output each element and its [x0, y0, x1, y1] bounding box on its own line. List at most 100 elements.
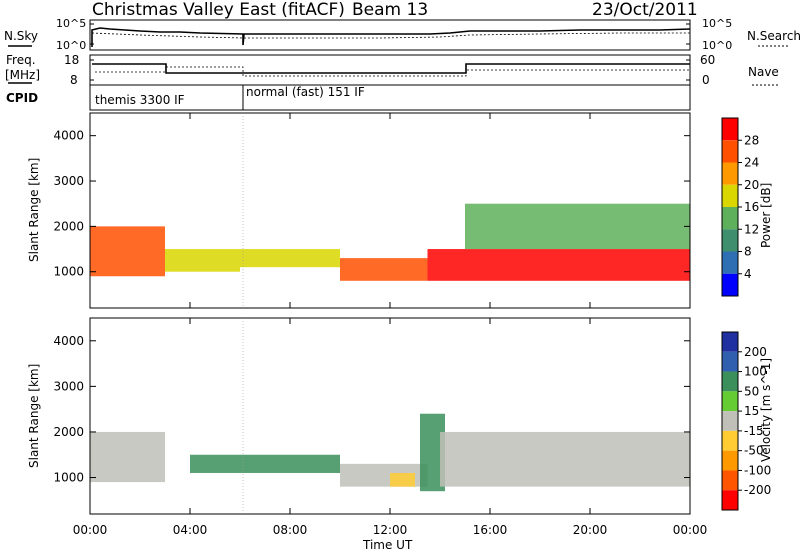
freq-left-tick-bottom: 8	[70, 73, 78, 87]
colorbar-swatch	[722, 229, 738, 252]
velocity-colorbar: 200 100 50 15 -15 -50 -100 -200	[721, 331, 771, 511]
freq-left-tick-top: 18	[64, 53, 79, 67]
power-colorbar-label: Power [dB]	[759, 183, 773, 248]
colorbar-tick-label: 4	[744, 267, 752, 281]
time-xlabel: Time UT	[362, 538, 413, 552]
colorbar-swatch	[722, 371, 738, 392]
y-tick-label: 2000	[53, 219, 84, 233]
noise-search-label: N.Search	[747, 29, 800, 43]
nave-label: Nave	[748, 65, 779, 79]
colorbar-tick-label: 24	[744, 156, 759, 170]
noise-ticks	[90, 23, 690, 45]
colorbar-swatch	[722, 184, 738, 207]
y-tick-label: 3000	[53, 174, 84, 188]
colorbar-swatch	[722, 391, 738, 412]
frequency-panel: 18 8 60 0 Freq. [MHz] Nave	[5, 53, 780, 87]
noise-search-trace	[91, 32, 690, 39]
power-y-axis: 1000 2000 3000 4000	[53, 129, 690, 279]
colorbar-tick-label: 200	[744, 345, 767, 359]
nave-right-tick-top: 60	[700, 53, 715, 67]
x-tick-label: 00:00	[73, 523, 108, 537]
colorbar-swatch	[722, 490, 738, 510]
colorbar-swatch	[722, 140, 738, 163]
colorbar-tick-label: 16	[744, 200, 759, 214]
x-tick-label: 04:00	[173, 523, 208, 537]
x-tick-label: 16:00	[473, 523, 508, 537]
velocity-colorbar-label: Velocity [m s^-1]	[759, 358, 773, 462]
power-echoes	[90, 203, 690, 281]
colorbar-tick-label: 15	[744, 404, 759, 418]
colorbar-tick-label: 12	[744, 222, 759, 236]
cpid-panel: CPID themis 3300 IF normal (fast) 151 IF	[6, 84, 691, 111]
noise-left-tick-top: 10^5	[56, 17, 86, 30]
x-tick-label: 20:00	[573, 523, 608, 537]
x-tick-label: 12:00	[373, 523, 408, 537]
echo-region	[440, 431, 690, 487]
y-tick-label: 4000	[53, 334, 84, 348]
colorbar-tick-label: -15	[744, 424, 764, 438]
echo-region	[240, 249, 340, 268]
colorbar-swatch	[722, 207, 738, 230]
colorbar-tick-label: 100	[744, 365, 767, 379]
cpid-program-2: normal (fast) 151 IF	[246, 85, 365, 99]
colorbar-swatch	[722, 351, 738, 372]
x-tick-label: 00:00	[673, 523, 708, 537]
cpid-program-1: themis 3300 IF	[95, 93, 185, 107]
freq-label-2: [MHz]	[5, 68, 40, 82]
echo-region	[190, 454, 340, 473]
noise-panel: 10^5 10^0 10^5 10^0 N.Sky N.Search	[4, 17, 800, 52]
velocity-colorbar-label-text: Velocity [m s^-1]	[759, 358, 773, 462]
colorbar-swatch	[722, 273, 738, 296]
y-tick-label: 1000	[53, 471, 84, 485]
colorbar-swatch	[722, 470, 738, 491]
noise-right-tick-bottom: 10^0	[702, 39, 732, 52]
freq-label-1: Freq.	[6, 53, 36, 67]
noise-left-tick-bottom: 10^0	[56, 39, 86, 52]
nave-right-tick-bottom: 0	[702, 73, 710, 87]
time-x-axis: 00:00 04:00 08:00 12:00 16:00 20:00 00:00	[73, 113, 708, 537]
power-panel: 1000 2000 3000 4000 Slant Range [km]	[27, 112, 691, 309]
colorbar-swatch	[722, 450, 738, 471]
y-tick-label: 3000	[53, 379, 84, 393]
colorbar-swatch	[722, 430, 738, 451]
colorbar-tick-label: -100	[744, 463, 771, 477]
colorbar-swatch	[722, 332, 738, 352]
colorbar-frame	[721, 331, 739, 511]
velocity-y-axis: 1000 2000 3000 4000	[53, 334, 690, 485]
colorbar-swatch	[722, 251, 738, 274]
colorbar-swatch	[722, 411, 738, 431]
y-tick-label: 4000	[53, 129, 84, 143]
noise-sky-trace	[91, 27, 691, 47]
colorbar-tick-label: 8	[744, 245, 752, 259]
y-tick-label: 2000	[53, 425, 84, 439]
noise-sky-label: N.Sky	[4, 29, 38, 43]
echo-region	[390, 472, 415, 487]
nave-trace	[95, 66, 690, 77]
echo-region	[90, 431, 165, 483]
date-label: 23/Oct/2011	[592, 0, 698, 20]
power-colorbar: 28 24 20 16 12 8 4	[721, 117, 759, 297]
x-tick-label: 08:00	[273, 523, 308, 537]
colorbar-tick-label: -50	[744, 444, 764, 458]
velocity-echoes	[90, 413, 690, 492]
echo-region	[90, 226, 165, 277]
cpid-label: CPID	[6, 91, 38, 105]
echo-region	[465, 203, 690, 250]
colorbar-tick-label: 20	[744, 178, 759, 192]
power-ylabel: Slant Range [km]	[27, 158, 41, 262]
frequency-trace	[92, 63, 690, 74]
echo-region	[340, 258, 428, 281]
noise-right-tick-top: 10^5	[702, 17, 732, 30]
colorbar-swatch	[722, 118, 738, 141]
beam-label: Beam 13	[352, 0, 428, 20]
colorbar-tick-label: -200	[744, 483, 771, 497]
echo-region	[165, 249, 240, 272]
echo-region	[427, 249, 690, 281]
station-title: Christmas Valley East (fitACF)	[92, 0, 345, 20]
velocity-ylabel: Slant Range [km]	[27, 364, 41, 468]
colorbar-swatch	[722, 162, 738, 185]
frequency-ticks	[90, 59, 690, 81]
colorbar-tick-label: 50	[744, 384, 759, 398]
